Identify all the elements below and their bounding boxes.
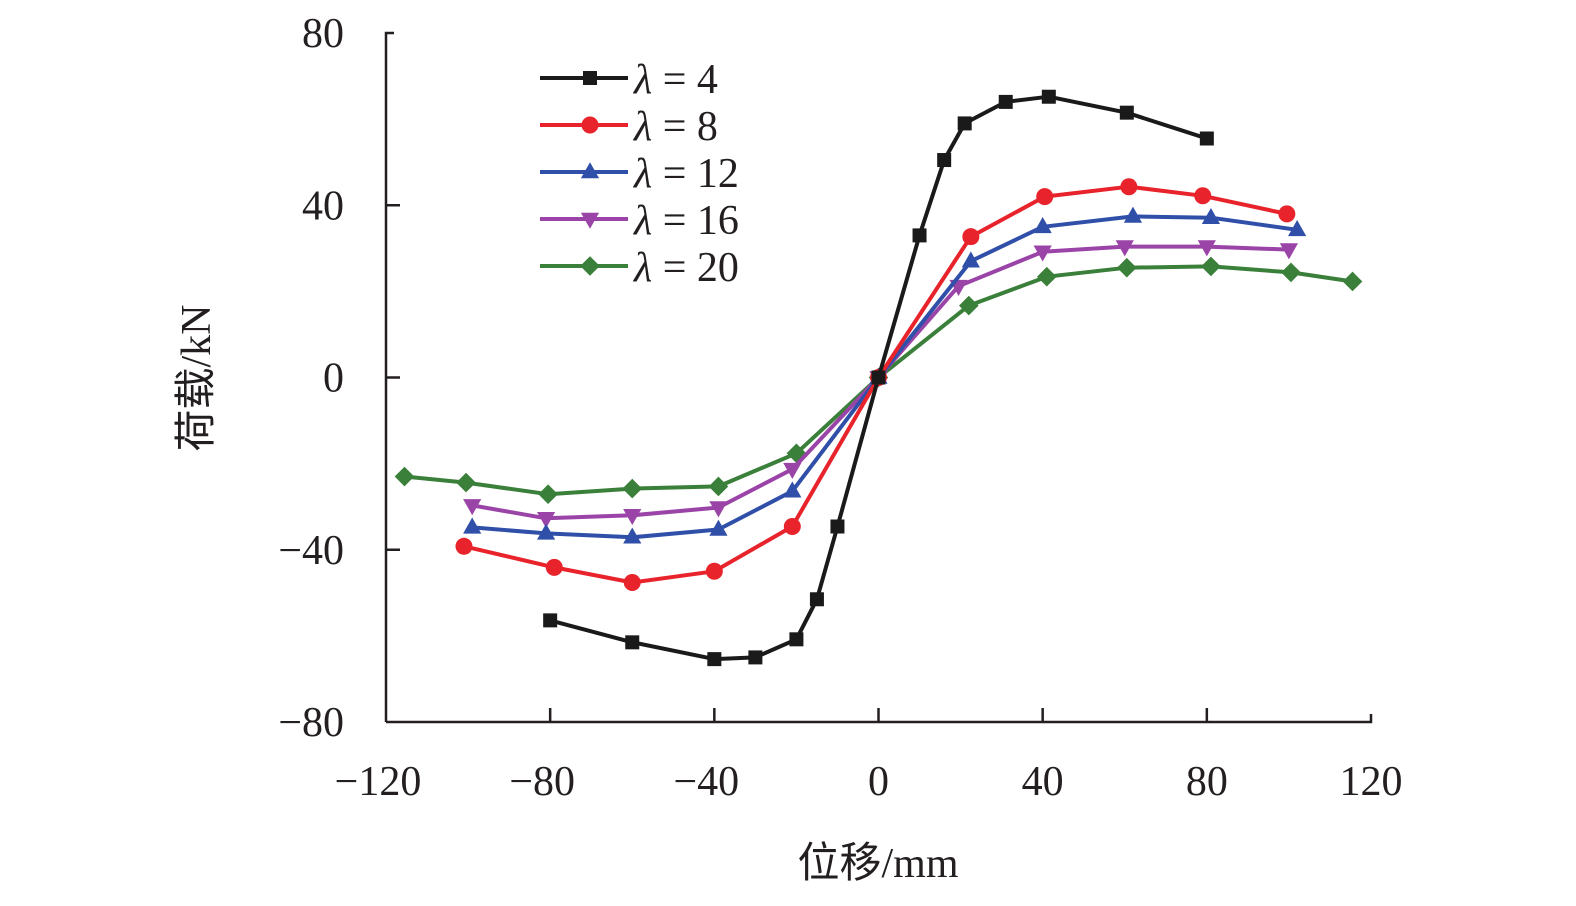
triangle-up-marker: [463, 517, 482, 534]
triangle-down-marker: [1115, 240, 1134, 257]
series-4: [543, 89, 1214, 667]
triangle-down-marker: [1197, 240, 1216, 257]
axes: −80 −40 0 40 80 −120 −80 −40 0 40 80 120: [278, 11, 1402, 805]
diamond-marker: [1117, 257, 1137, 278]
circle-marker: [1194, 187, 1212, 205]
triangle-up-marker: [1033, 216, 1052, 234]
diamond-marker: [1342, 271, 1363, 292]
legend-label: λ = 16: [632, 198, 739, 244]
circle-marker: [581, 116, 599, 134]
square-marker: [937, 153, 952, 168]
y-ticks: −80 −40 0 40 80: [278, 11, 400, 746]
y-tick-label: −40: [278, 528, 344, 574]
square-marker: [830, 519, 845, 534]
square-marker: [871, 370, 886, 385]
diamond-marker: [1281, 262, 1301, 283]
legend-item: λ = 12: [540, 151, 739, 197]
circle-marker: [962, 228, 980, 246]
square-marker: [748, 650, 763, 665]
circle-marker: [705, 562, 723, 580]
legend-item: λ = 20: [540, 245, 739, 291]
diamond-marker: [580, 256, 600, 276]
square-marker: [789, 632, 804, 647]
square-marker: [1199, 131, 1214, 146]
square-marker: [707, 652, 722, 667]
y-axis-title: 荷载/kN: [174, 304, 220, 451]
legend-item: λ = 8: [540, 104, 718, 150]
triangle-down-marker: [709, 501, 728, 518]
x-tick-label: 40: [1022, 759, 1064, 805]
legend-item: λ = 4: [540, 57, 718, 103]
triangle-up-marker: [961, 251, 980, 268]
triangle-up-marker: [580, 162, 600, 179]
triangle-down-marker: [536, 512, 556, 529]
x-axis-title: 位移/mm: [797, 840, 958, 887]
legend-label: λ = 8: [632, 104, 718, 150]
circle-marker: [1278, 205, 1296, 223]
legend-label: λ = 20: [632, 245, 739, 291]
square-marker: [998, 94, 1013, 109]
diamond-marker: [958, 295, 979, 316]
triangle-down-marker: [783, 462, 802, 480]
triangle-up-marker: [623, 527, 642, 544]
triangle-down-marker: [463, 499, 482, 516]
diamond-marker: [622, 478, 643, 499]
triangle-up-marker: [536, 523, 556, 540]
square-marker: [957, 116, 972, 131]
plot-series: [394, 89, 1363, 667]
triangle-up-marker: [1288, 219, 1307, 237]
triangle-up-marker: [709, 519, 728, 536]
triangle-up-marker: [783, 481, 802, 498]
x-tick-label: 0: [868, 759, 889, 805]
diamond-marker: [538, 484, 558, 504]
square-marker: [583, 71, 597, 85]
x-tick-label: −120: [335, 759, 422, 805]
triangle-up-marker: [1201, 207, 1221, 225]
legend-item: λ = 16: [540, 198, 739, 244]
y-axis-line: [384, 31, 394, 722]
circle-marker: [455, 537, 473, 555]
circle-marker: [1036, 188, 1054, 206]
y-tick-label: −80: [278, 700, 344, 746]
diamond-marker: [708, 476, 729, 497]
triangle-down-marker: [1279, 243, 1299, 260]
diamond-marker: [1201, 256, 1221, 277]
triangle-up-marker: [1123, 206, 1143, 223]
square-marker: [809, 592, 824, 607]
circle-marker: [623, 573, 641, 591]
square-marker: [1119, 105, 1134, 120]
square-marker: [543, 613, 558, 628]
diamond-marker: [1036, 266, 1057, 287]
circle-marker: [1120, 178, 1138, 196]
x-tick-label: −80: [509, 759, 575, 805]
square-marker: [912, 228, 927, 243]
y-tick-label: 40: [302, 183, 344, 229]
circle-marker: [545, 558, 563, 576]
x-tick-label: −40: [673, 759, 739, 805]
triangle-down-marker: [623, 509, 642, 526]
legend-label: λ = 4: [632, 57, 718, 103]
x-ticks: −120 −80 −40 0 40 80 120: [335, 708, 1403, 805]
y-tick-label: 0: [323, 356, 344, 402]
x-tick-label: 80: [1186, 759, 1228, 805]
square-marker: [625, 635, 640, 650]
square-marker: [1041, 89, 1056, 104]
triangle-down-marker: [580, 212, 600, 229]
diamond-marker: [394, 466, 415, 487]
y-tick-label: 80: [302, 11, 344, 57]
legend: λ = 4λ = 8λ = 12λ = 16λ = 20: [540, 57, 739, 291]
diamond-marker: [456, 472, 476, 493]
legend-label: λ = 12: [632, 151, 739, 197]
triangle-down-marker: [1033, 245, 1052, 262]
circle-marker: [783, 517, 801, 535]
x-tick-label: 120: [1340, 759, 1403, 805]
